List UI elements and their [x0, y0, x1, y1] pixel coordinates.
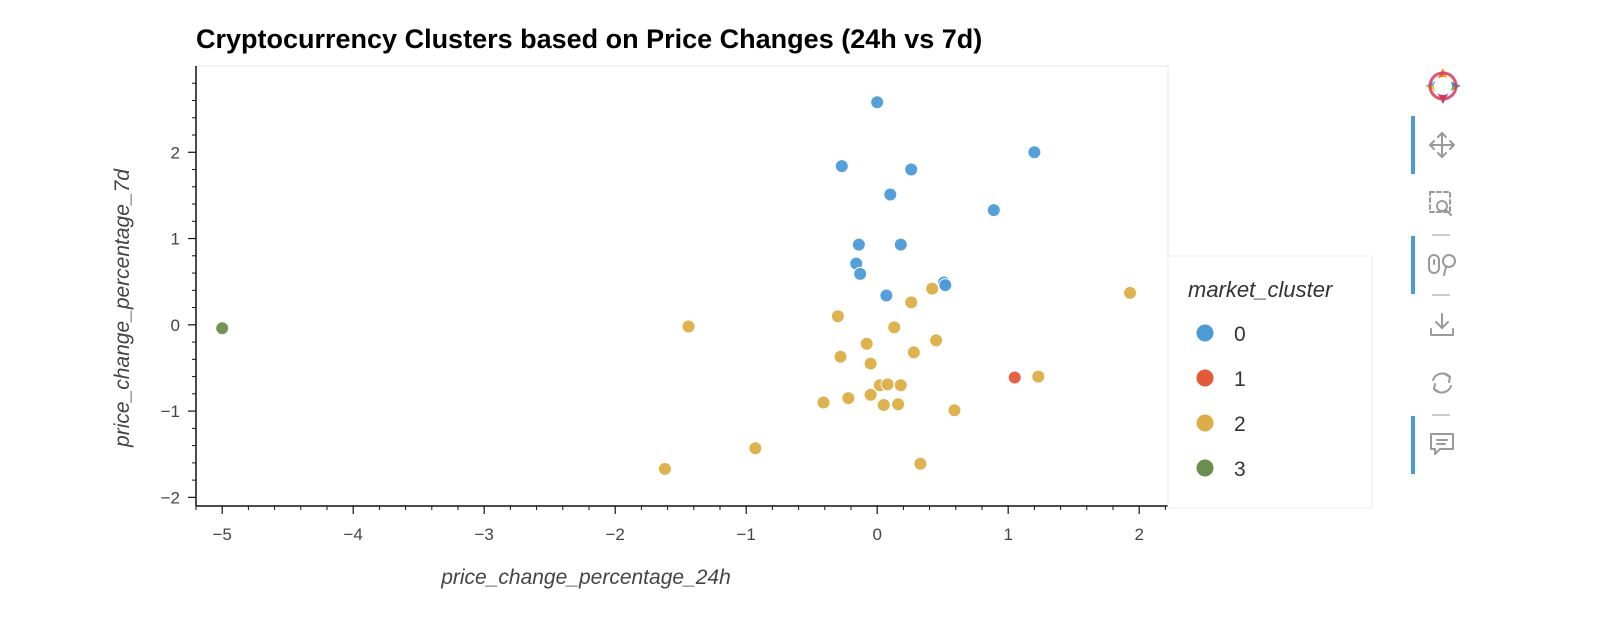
data-point-cluster-2[interactable]: [830, 309, 845, 324]
x-axis-label: price_change_percentage_24h: [440, 566, 731, 589]
legend-label: 3: [1234, 458, 1246, 481]
legend-label: 2: [1234, 413, 1246, 436]
data-point-cluster-2[interactable]: [913, 456, 928, 471]
data-point-cluster-0[interactable]: [1027, 145, 1042, 160]
data-point-cluster-0[interactable]: [883, 187, 898, 202]
data-point-cluster-2[interactable]: [841, 391, 856, 406]
y-tick-label: 2: [171, 143, 180, 162]
y-axis-label: price_change_percentage_7d: [111, 168, 134, 448]
x-tick-label: 0: [872, 525, 881, 544]
scatter-points: [215, 95, 1138, 476]
pan-icon[interactable]: [1429, 132, 1455, 158]
data-point-cluster-0[interactable]: [904, 162, 919, 177]
data-point-cluster-0[interactable]: [870, 95, 885, 110]
legend-label: 1: [1234, 368, 1246, 391]
data-point-cluster-2[interactable]: [906, 345, 921, 360]
legend-label: 0: [1234, 323, 1246, 346]
data-point-cluster-0[interactable]: [938, 278, 953, 293]
x-tick-label: −2: [605, 525, 624, 544]
legend-marker: [1196, 369, 1214, 387]
y-tick-label: −2: [161, 488, 180, 507]
data-point-cluster-2[interactable]: [891, 397, 906, 412]
legend-item-2[interactable]: 2: [1196, 413, 1246, 436]
legend-marker: [1196, 414, 1214, 432]
y-tick-label: 1: [171, 230, 180, 249]
y-tick-label: 0: [171, 316, 180, 335]
x-tick-label: 1: [1003, 525, 1012, 544]
toolbar: [1411, 68, 1461, 474]
data-point-cluster-1[interactable]: [1007, 370, 1022, 385]
legend-marker: [1196, 324, 1214, 342]
wheel-zoom-icon[interactable]: [1428, 254, 1456, 276]
wheel-zoom-active-indicator: [1411, 236, 1415, 294]
data-point-cluster-0[interactable]: [834, 159, 849, 174]
data-point-cluster-2[interactable]: [681, 319, 696, 334]
legend: market_cluster 0 1 2 3: [1167, 255, 1373, 509]
data-point-cluster-2[interactable]: [1123, 285, 1138, 300]
save-icon[interactable]: [1430, 313, 1454, 336]
data-point-cluster-0[interactable]: [893, 237, 908, 252]
data-point-cluster-0[interactable]: [879, 288, 894, 303]
data-point-cluster-2[interactable]: [863, 356, 878, 371]
data-point-cluster-2[interactable]: [1031, 369, 1046, 384]
x-tick-label: −3: [474, 525, 493, 544]
data-point-cluster-0[interactable]: [851, 237, 866, 252]
hover-icon[interactable]: [1430, 433, 1454, 455]
legend-item-0[interactable]: 0: [1196, 323, 1246, 346]
data-point-cluster-2[interactable]: [887, 320, 902, 335]
data-point-cluster-2[interactable]: [859, 336, 874, 351]
plot-area[interactable]: [195, 65, 1169, 507]
y-tick-label: −1: [161, 402, 180, 421]
data-point-cluster-2[interactable]: [880, 377, 895, 392]
reset-icon[interactable]: [1432, 372, 1452, 394]
legend-item-1[interactable]: 1: [1196, 368, 1246, 391]
data-point-cluster-2[interactable]: [657, 461, 672, 476]
data-point-cluster-0[interactable]: [986, 203, 1001, 218]
pan-active-indicator: [1411, 116, 1415, 174]
legend-title: market_cluster: [1188, 277, 1334, 302]
data-point-cluster-2[interactable]: [748, 441, 763, 456]
x-tick-label: 2: [1134, 525, 1143, 544]
legend-marker: [1196, 459, 1214, 477]
data-point-cluster-2[interactable]: [947, 403, 962, 418]
data-point-cluster-2[interactable]: [925, 281, 940, 296]
x-tick-label: −4: [344, 525, 363, 544]
data-point-cluster-2[interactable]: [929, 333, 944, 348]
x-tick-label: −1: [736, 525, 755, 544]
x-tick-label: −5: [213, 525, 232, 544]
chart-title: Cryptocurrency Clusters based on Price C…: [196, 24, 982, 54]
hover-active-indicator: [1411, 416, 1415, 474]
data-point-cluster-2[interactable]: [816, 395, 831, 410]
bokeh-logo-icon[interactable]: [1425, 68, 1461, 104]
data-point-cluster-2[interactable]: [893, 378, 908, 393]
data-point-cluster-2[interactable]: [863, 387, 878, 402]
data-point-cluster-2[interactable]: [876, 398, 891, 413]
data-point-cluster-3[interactable]: [215, 321, 230, 336]
axes: −5 −4 −3 −2 −1 0 1 2 −2 −1 0 1 2: [161, 66, 1168, 544]
legend-item-3[interactable]: 3: [1196, 458, 1246, 481]
data-point-cluster-2[interactable]: [833, 349, 848, 364]
data-point-cluster-0[interactable]: [853, 266, 868, 281]
data-point-cluster-2[interactable]: [904, 295, 919, 310]
box-zoom-icon[interactable]: [1429, 191, 1452, 216]
